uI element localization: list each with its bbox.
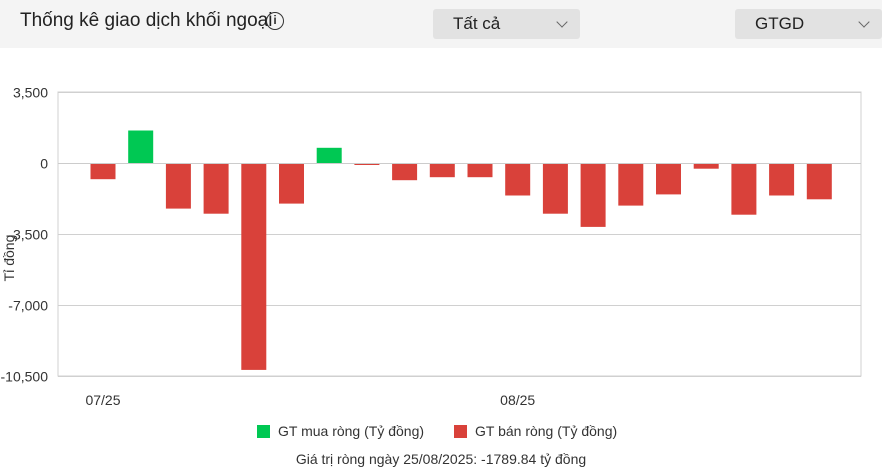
bar-net-sell — [542, 163, 568, 214]
legend-swatch-sell — [454, 425, 467, 438]
chevron-down-icon — [556, 16, 568, 28]
filter-select-value: Tất cả — [453, 14, 501, 33]
metric-select-value: GTGD — [755, 14, 805, 33]
bar-net-sell — [693, 163, 719, 169]
header-bar: Thống kê giao dịch khối ngoại i Tất cả G… — [0, 0, 882, 48]
x-tick-label: 08/25 — [500, 392, 535, 408]
y-tick-label: -3,500 — [8, 227, 48, 243]
legend-swatch-buy — [257, 425, 270, 438]
y-tick-label: 0 — [40, 156, 48, 172]
bar-net-sell — [769, 163, 795, 196]
bar-net-sell — [806, 163, 832, 200]
legend-label-sell: GT bán ròng (Tỷ đồng) — [475, 423, 618, 439]
bar-net-buy — [316, 147, 342, 163]
bar-net-sell — [203, 163, 229, 214]
bar-net-sell — [90, 163, 116, 180]
legend-label-buy: GT mua ròng (Tỷ đồng) — [278, 423, 425, 439]
y-tick-label: -7,000 — [8, 298, 48, 314]
net-value-summary: Giá trị ròng ngày 25/08/2025: -1789.84 t… — [295, 451, 587, 467]
bar-net-sell — [241, 163, 267, 370]
bar-net-buy — [128, 130, 154, 163]
bar-net-sell — [429, 163, 455, 178]
bar-net-sell — [731, 163, 757, 215]
y-tick-label: -10,500 — [1, 369, 49, 385]
legend-item-buy[interactable]: GT mua ròng (Tỷ đồng) — [257, 421, 424, 441]
info-icon[interactable]: i — [266, 12, 284, 30]
bar-net-sell — [467, 163, 493, 178]
bar-net-sell — [618, 163, 644, 206]
x-tick-label: 07/25 — [85, 392, 120, 408]
bar-net-sell — [505, 163, 531, 196]
chevron-down-icon — [858, 16, 870, 28]
bar-net-sell — [279, 163, 304, 204]
bar-net-sell — [656, 163, 681, 195]
metric-select[interactable]: GTGD — [735, 9, 882, 39]
net-trade-bar-chart: 3,500 0 -3,500 -7,000 -10,500 Tỉ đồng 07/25 08/… — [1, 85, 862, 408]
legend-item-sell[interactable]: GT bán ròng (Tỷ đồng) — [454, 421, 617, 441]
bar-net-sell — [392, 163, 418, 181]
y-axis-label: Tỉ đồng — [1, 235, 17, 282]
bar-net-sell — [165, 163, 191, 209]
page-title: Thống kê giao dịch khối ngoại — [20, 10, 273, 31]
bar-net-sell — [580, 163, 606, 227]
y-tick-label: 3,500 — [13, 85, 48, 101]
filter-select[interactable]: Tất cả — [433, 9, 580, 39]
